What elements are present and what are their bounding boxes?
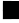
Text: FIGURE 3: FIGURE 3 <box>13 2 19 23</box>
